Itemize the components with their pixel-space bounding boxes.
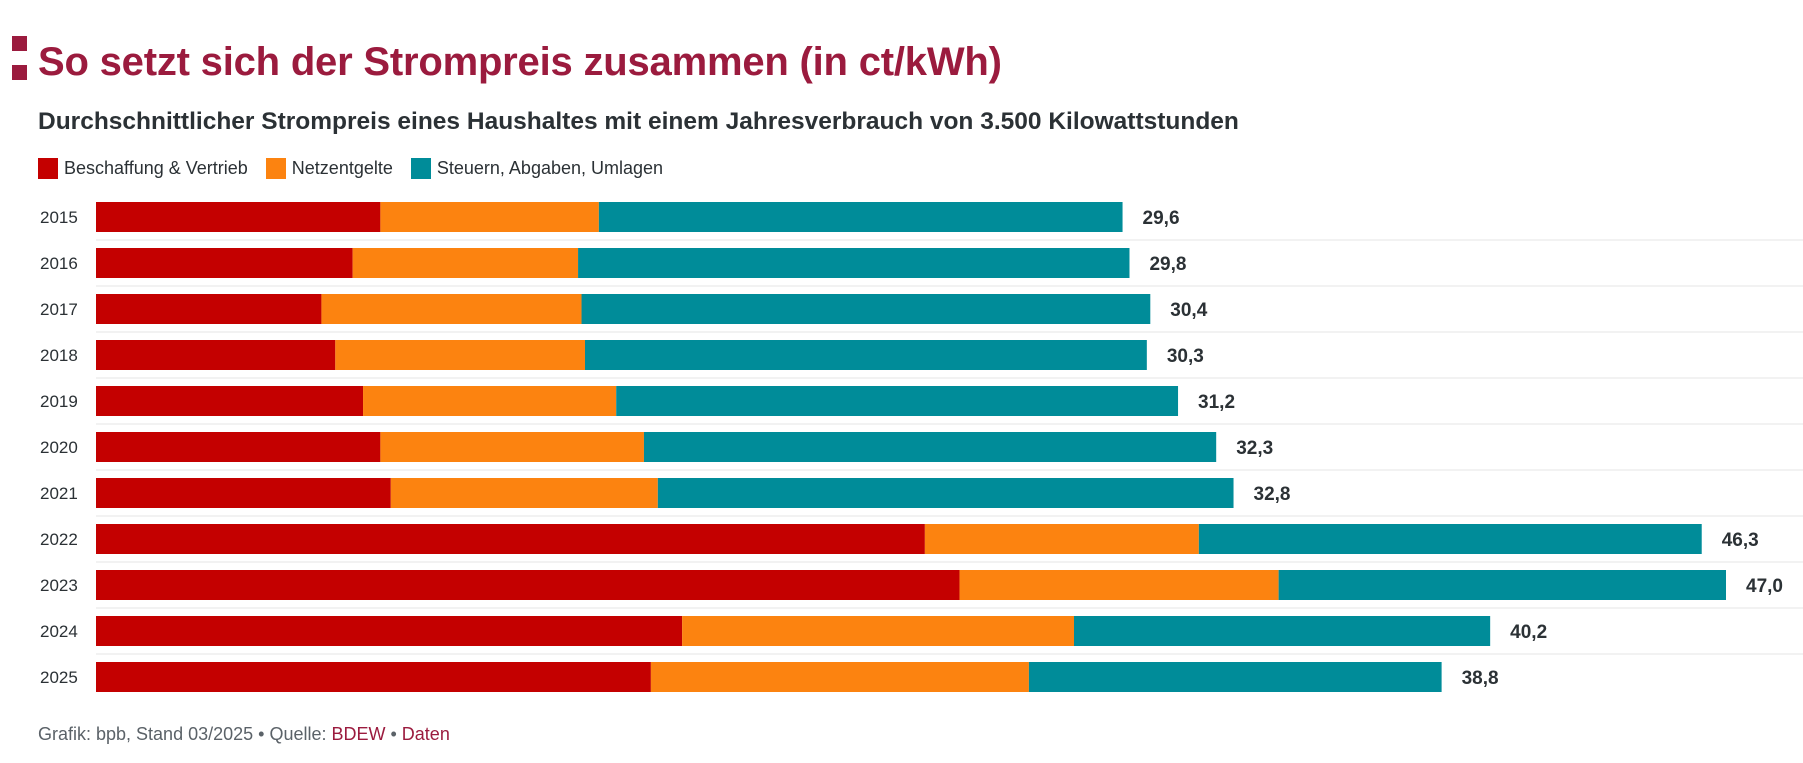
bar-beschaffung-2025[interactable]: [96, 662, 651, 692]
bar-steuern-2024[interactable]: [1074, 616, 1491, 646]
bar-steuern-2018[interactable]: [585, 340, 1147, 370]
year-label-2025: 2025: [40, 668, 78, 687]
year-label-2016: 2016: [40, 254, 78, 273]
bar-beschaffung-2015[interactable]: [96, 202, 381, 232]
title-decoration-square-top: [12, 36, 27, 51]
bar-beschaffung-2019[interactable]: [96, 386, 364, 416]
bar-steuern-2017[interactable]: [581, 294, 1151, 324]
footer-separator: •: [385, 724, 402, 744]
bar-beschaffung-2024[interactable]: [96, 616, 683, 646]
year-label-2019: 2019: [40, 392, 78, 411]
total-label-2018: 30,3: [1167, 346, 1204, 367]
year-label-2023: 2023: [40, 576, 78, 595]
bar-netzentgelte-2024[interactable]: [682, 616, 1074, 646]
total-label-2021: 32,8: [1254, 484, 1291, 505]
bar-netzentgelte-2022[interactable]: [924, 524, 1199, 554]
bar-netzentgelte-2017[interactable]: [321, 294, 582, 324]
bar-beschaffung-2023[interactable]: [96, 570, 960, 600]
footer: Grafik: bpb, Stand 03/2025 • Quelle: BDE…: [38, 724, 450, 745]
bar-netzentgelte-2020[interactable]: [380, 432, 644, 462]
bar-netzentgelte-2021[interactable]: [390, 478, 658, 508]
legend-label-steuern: Steuern, Abgaben, Umlagen: [436, 158, 664, 178]
total-label-2016: 29,8: [1149, 254, 1186, 275]
bar-netzentgelte-2018[interactable]: [335, 340, 585, 370]
legend-swatch-beschaffung: [38, 158, 58, 179]
legend-item-steuern[interactable]: Steuern, Abgaben, Umlagen: [410, 158, 664, 179]
year-label-2022: 2022: [40, 530, 78, 549]
bar-beschaffung-2022[interactable]: [96, 524, 925, 554]
bar-steuern-2016[interactable]: [578, 248, 1130, 278]
stacked-bar-chart: 2015 29,6 2016 29,8 2017 30,4 2018 30,3 2019 31,2…: [40, 202, 1803, 692]
chart-title: So setzt sich der Strompreis zusammen (i…: [38, 40, 1002, 84]
bar-netzentgelte-2023[interactable]: [959, 570, 1279, 600]
footer-credit: Grafik: bpb, Stand 03/2025 • Quelle:: [38, 724, 332, 744]
chart-subtitle: Durchschnittlicher Strompreis eines Haus…: [38, 108, 1239, 135]
legend-label-beschaffung: Beschaffung & Vertrieb: [64, 158, 248, 178]
bar-beschaffung-2018[interactable]: [96, 340, 336, 370]
total-label-2023: 47,0: [1746, 576, 1783, 597]
year-label-2018: 2018: [40, 346, 78, 365]
total-label-2015: 29,6: [1143, 208, 1180, 229]
year-label-2020: 2020: [40, 438, 78, 457]
bar-netzentgelte-2025[interactable]: [650, 662, 1029, 692]
legend-item-beschaffung[interactable]: Beschaffung & Vertrieb: [38, 158, 248, 179]
title-decoration-square-bottom: [12, 65, 27, 80]
bar-netzentgelte-2019[interactable]: [363, 386, 617, 416]
bar-beschaffung-2020[interactable]: [96, 432, 381, 462]
total-label-2025: 38,8: [1462, 668, 1499, 689]
bar-steuern-2025[interactable]: [1028, 662, 1442, 692]
legend-item-netzentgelte[interactable]: Netzentgelte: [265, 158, 393, 179]
data-link[interactable]: Daten: [401, 724, 450, 744]
bar-steuern-2023[interactable]: [1278, 570, 1726, 600]
bar-netzentgelte-2016[interactable]: [352, 248, 579, 278]
chart-legend: Beschaffung & Vertrieb Netzentgelte Steu…: [38, 158, 681, 179]
legend-label-netzentgelte: Netzentgelte: [291, 158, 393, 178]
bar-steuern-2015[interactable]: [598, 202, 1123, 232]
legend-swatch-steuern: [410, 158, 431, 179]
bar-beschaffung-2021[interactable]: [96, 478, 391, 508]
year-label-2015: 2015: [40, 208, 78, 227]
bar-steuern-2019[interactable]: [616, 386, 1179, 416]
bar-steuern-2021[interactable]: [657, 478, 1234, 508]
total-label-2024: 40,2: [1510, 622, 1547, 643]
source-link[interactable]: BDEW: [331, 724, 386, 744]
total-label-2017: 30,4: [1170, 300, 1207, 321]
bar-beschaffung-2017[interactable]: [96, 294, 322, 324]
bar-netzentgelte-2015[interactable]: [380, 202, 599, 232]
bar-beschaffung-2016[interactable]: [96, 248, 353, 278]
year-label-2021: 2021: [40, 484, 78, 503]
bar-steuern-2020[interactable]: [643, 432, 1217, 462]
legend-swatch-netzentgelte: [265, 158, 286, 179]
year-label-2017: 2017: [40, 300, 78, 319]
total-label-2020: 32,3: [1236, 438, 1273, 459]
bar-steuern-2022[interactable]: [1198, 524, 1702, 554]
total-label-2019: 31,2: [1198, 392, 1235, 413]
year-label-2024: 2024: [40, 622, 78, 641]
total-label-2022: 46,3: [1722, 530, 1759, 551]
